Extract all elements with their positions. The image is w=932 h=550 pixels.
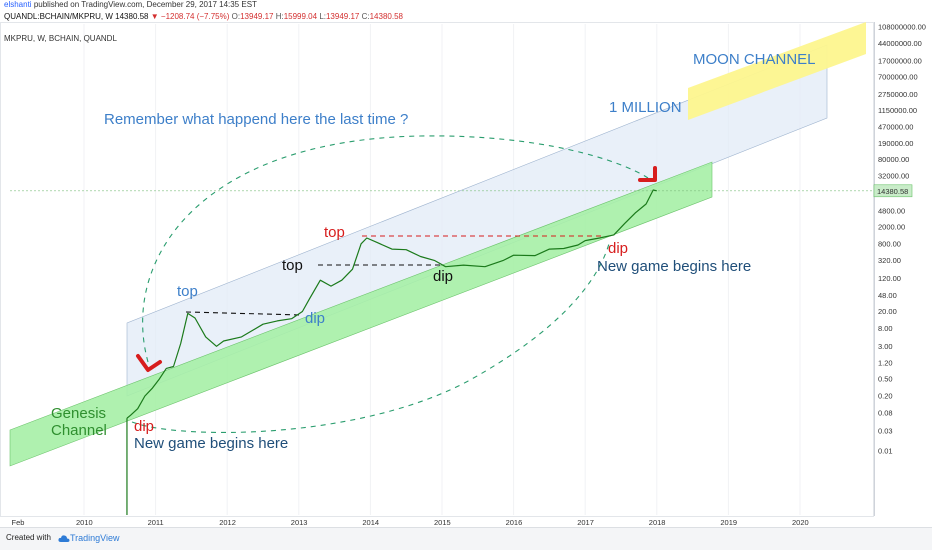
annotation-top-2013a: top bbox=[282, 257, 303, 274]
x-tick-label: 2017 bbox=[577, 518, 594, 527]
y-tick-label: 108000000.00 bbox=[878, 23, 926, 32]
y-tick-label: 3.00 bbox=[878, 342, 893, 351]
annotation-remember: Remember what happend here the last time… bbox=[104, 111, 409, 128]
annotation-top-2011: top bbox=[177, 283, 198, 300]
published-text: published on TradingView.com, December 2… bbox=[33, 0, 257, 9]
y-tick-label: 4800.00 bbox=[878, 206, 905, 215]
annotation-genesis-line2: Channel bbox=[51, 422, 107, 439]
ohlc-line: QUANDL:BCHAIN/MKPRU, W 14380.58 ▼ −1208.… bbox=[4, 12, 403, 21]
annotation-dip-2015: dip bbox=[433, 268, 454, 285]
x-tick-label: 2013 bbox=[291, 518, 308, 527]
author-link[interactable]: elshanti bbox=[4, 0, 32, 9]
x-tick-label: 2011 bbox=[148, 518, 164, 527]
y-tick-label: 800.00 bbox=[878, 239, 901, 248]
annotation-new-game-2017: New game begins here bbox=[597, 258, 752, 275]
tradingview-cloud-icon bbox=[58, 535, 70, 542]
publisher-line: elshanti published on TradingView.com, D… bbox=[4, 0, 257, 9]
x-tick-label: Feb bbox=[12, 518, 25, 527]
upper-channel bbox=[126, 44, 828, 397]
last-price: 14380.58 bbox=[115, 12, 149, 21]
low-label: L: bbox=[319, 12, 326, 21]
annotation-top-2013b: top bbox=[324, 224, 345, 241]
low-value: 13949.17 bbox=[325, 12, 360, 21]
x-tick-label: 2010 bbox=[76, 518, 93, 527]
down-arrow-icon: ▼ bbox=[150, 12, 159, 21]
price-line bbox=[126, 189, 657, 419]
open-value: 13949.17 bbox=[240, 12, 274, 21]
annotation-dip-2017: dip bbox=[608, 240, 629, 257]
y-tick-label: 1150000.00 bbox=[878, 106, 917, 115]
close-label: C: bbox=[361, 12, 370, 21]
checkmark-2010-icon bbox=[136, 354, 162, 372]
y-tick-label: 470000.00 bbox=[878, 122, 913, 131]
genesis-channel bbox=[9, 161, 713, 467]
y-axis-ticks: 108000000.00 44000000.00 17000000.00 700000… bbox=[873, 23, 926, 456]
change-value: −1208.74 (−7.75%) bbox=[160, 12, 230, 21]
x-tick-label: 2019 bbox=[720, 518, 737, 527]
y-tick-label: 7000000.00 bbox=[878, 73, 918, 82]
chart-area[interactable] bbox=[0, 22, 874, 517]
price-axis[interactable] bbox=[874, 22, 932, 516]
footer: Created with TradingView bbox=[0, 527, 932, 550]
x-tick-label: 2014 bbox=[362, 518, 379, 527]
x-tick-label: 2015 bbox=[434, 518, 451, 527]
x-tick-label: 2016 bbox=[506, 518, 523, 527]
x-tick-label: 2020 bbox=[792, 518, 809, 527]
y-tick-label: 0.20 bbox=[878, 392, 893, 401]
annotation-one-million: 1 MILLION bbox=[609, 99, 682, 116]
annotation-dip-2012: dip bbox=[305, 310, 326, 327]
high-value: 15999.04 bbox=[283, 12, 318, 21]
y-tick-label: 190000.00 bbox=[878, 139, 913, 148]
annotation-moon-channel: MOON CHANNEL bbox=[693, 51, 816, 68]
y-tick-label: 320.00 bbox=[878, 256, 901, 265]
close-value: 14380.58 bbox=[369, 12, 403, 21]
y-tick-label: 0.08 bbox=[878, 408, 893, 417]
annotation-genesis-line1: Genesis bbox=[51, 405, 107, 422]
y-tick-label: 1.20 bbox=[878, 359, 893, 368]
y-tick-label: 80000.00 bbox=[878, 155, 909, 164]
x-tick-label: 2012 bbox=[219, 518, 236, 527]
tradingview-brand-link[interactable]: TradingView bbox=[70, 533, 120, 543]
annotation-dip-2010: dip bbox=[134, 418, 155, 435]
price-tag-label: 14380.58 bbox=[877, 187, 908, 196]
y-tick-label: 0.01 bbox=[878, 447, 893, 456]
high-label: H: bbox=[275, 12, 284, 21]
checkmark-2018-icon bbox=[638, 166, 657, 182]
channels bbox=[9, 22, 866, 467]
arc-upper bbox=[142, 135, 649, 363]
annotation-new-game-2010: New game begins here bbox=[134, 435, 289, 452]
series-label[interactable]: MKPRU, W, BCHAIN, QUANDL bbox=[4, 34, 117, 43]
guide-top-2011 bbox=[185, 311, 303, 316]
created-with-label: Created with bbox=[6, 533, 51, 542]
x-axis-ticks: Feb 2010 2011 2012 2013 2014 2015 2016 2017 2018 2… bbox=[12, 518, 809, 527]
markers bbox=[136, 166, 657, 372]
y-tick-label: 8.00 bbox=[878, 324, 893, 333]
symbol[interactable]: QUANDL:BCHAIN/MKPRU, W bbox=[4, 12, 113, 21]
y-tick-label: 0.03 bbox=[878, 426, 893, 435]
y-tick-label: 48.00 bbox=[878, 291, 897, 300]
price-tag bbox=[873, 184, 913, 198]
price-series bbox=[126, 189, 657, 515]
x-tick-label: 2018 bbox=[649, 518, 666, 527]
moon-channel bbox=[688, 22, 866, 120]
y-tick-label: 2750000.00 bbox=[878, 90, 918, 99]
y-tick-label: 2000.00 bbox=[878, 222, 905, 231]
open-label: O: bbox=[231, 12, 241, 21]
y-tick-label: 32000.00 bbox=[878, 172, 909, 181]
y-tick-label: 0.50 bbox=[878, 375, 893, 384]
y-tick-label: 120.00 bbox=[878, 274, 901, 283]
y-tick-label: 44000000.00 bbox=[878, 39, 922, 48]
y-tick-label: 20.00 bbox=[878, 307, 897, 316]
y-tick-label: 17000000.00 bbox=[878, 56, 922, 65]
guides bbox=[10, 135, 874, 434]
